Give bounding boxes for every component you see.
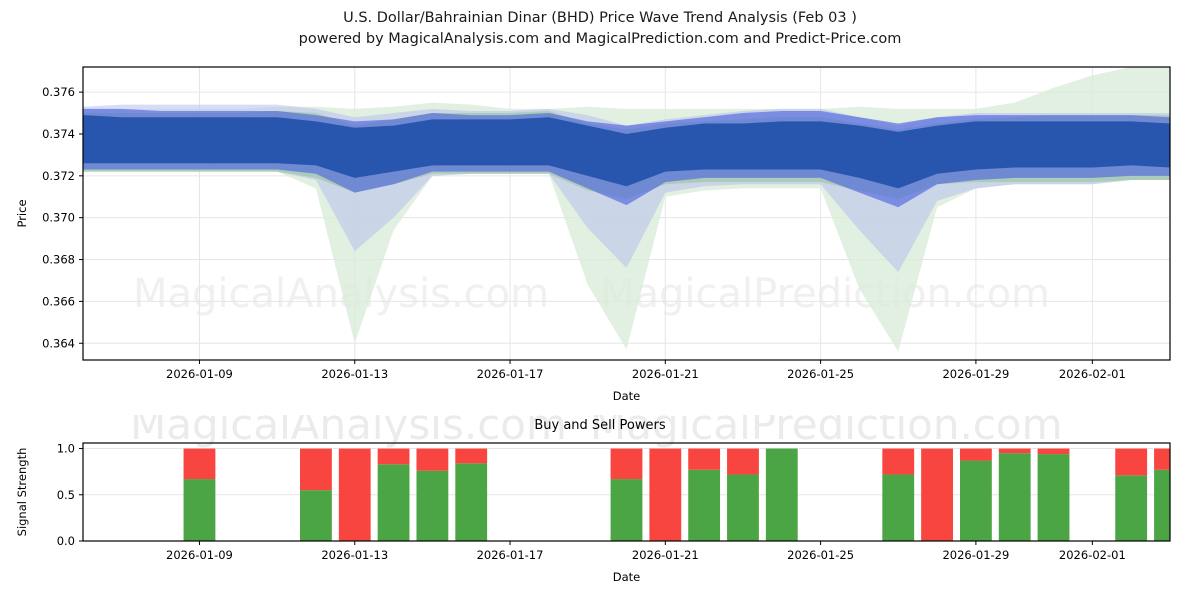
y-axis-title: Signal Strength [15, 448, 29, 537]
x-tick-label: 2026-01-21 [632, 367, 699, 381]
plot-frame [82, 66, 1171, 361]
bar-buy-power[interactable] [765, 448, 798, 541]
bar-sell-power[interactable] [921, 448, 953, 541]
buy-sell-powers-chart: MagicalAnalysis.com MagicalPrediction.com… [15, 415, 1186, 584]
y-tick-label: 0.370 [42, 211, 75, 225]
y-tick-label: 0.368 [42, 253, 75, 267]
bar-sell-power[interactable] [455, 448, 488, 464]
x-tick-label: 2026-01-13 [321, 367, 388, 381]
x-axis-title: Date [613, 570, 641, 584]
x-tick-label: 2026-01-29 [942, 548, 1009, 562]
bar-buy-power[interactable] [1037, 454, 1070, 541]
x-tick-label: 2026-01-17 [477, 548, 544, 562]
bar-buy-power[interactable] [377, 464, 410, 541]
bar-buy-power[interactable] [882, 474, 915, 541]
x-tick-label: 2026-02-01 [1059, 548, 1126, 562]
y-tick-label: 0.0 [57, 534, 75, 548]
bar-sell-power[interactable] [688, 448, 721, 470]
x-tick-label: 2026-01-21 [632, 548, 699, 562]
y-tick-label: 0.366 [42, 294, 75, 308]
y-tick-label: 1.0 [57, 442, 75, 456]
watermark-text: MagicalPrediction.com [600, 271, 1050, 317]
bar-sell-power[interactable] [416, 448, 449, 471]
bar-sell-power[interactable] [959, 448, 992, 461]
x-tick-label: 2026-01-29 [942, 367, 1009, 381]
band-core-dark-blue [83, 115, 1170, 189]
bar-chart-title: Buy and Sell Powers [534, 418, 665, 433]
bar-buy-power[interactable] [688, 469, 721, 541]
plot-frame [82, 442, 1171, 542]
y-tick-label: 0.376 [42, 85, 75, 99]
bar-sell-power[interactable] [338, 448, 371, 541]
x-tick-label: 2026-01-25 [787, 367, 854, 381]
bar-buy-power[interactable] [1154, 469, 1186, 541]
watermark-text: MagicalAnalysis.com [130, 415, 567, 449]
x-tick-label: 2026-01-25 [787, 548, 854, 562]
bar-buy-power[interactable] [610, 479, 643, 541]
title-block: U.S. Dollar/Bahrainian Dinar (BHD) Price… [0, 8, 1200, 50]
x-axis-title: Date [613, 389, 641, 403]
bar-buy-power[interactable] [959, 460, 992, 541]
bar-sell-power[interactable] [300, 448, 332, 491]
page-title: U.S. Dollar/Bahrainian Dinar (BHD) Price… [343, 10, 857, 26]
bar-sell-power[interactable] [1115, 448, 1148, 476]
bar-sell-power[interactable] [882, 448, 915, 475]
bar-buy-power[interactable] [455, 463, 488, 541]
bar-sell-power[interactable] [377, 448, 410, 465]
x-tick-label: 2026-01-13 [321, 548, 388, 562]
bar-buy-power[interactable] [998, 453, 1031, 541]
x-tick-label: 2026-02-01 [1059, 367, 1126, 381]
y-tick-label: 0.372 [42, 169, 75, 183]
bar-sell-power[interactable] [1154, 448, 1186, 470]
wave-bands [83, 67, 1170, 352]
bar-sell-power[interactable] [998, 448, 1031, 454]
y-axis-title: Price [15, 199, 29, 227]
bars-group [183, 448, 1186, 541]
bar-sell-power[interactable] [727, 448, 759, 475]
bar-sell-power[interactable] [649, 448, 682, 541]
bar-sell-power[interactable] [183, 448, 216, 480]
bar-buy-power[interactable] [416, 470, 449, 541]
y-tick-label: 0.374 [42, 127, 75, 141]
bar-sell-power[interactable] [610, 448, 643, 480]
y-tick-label: 0.364 [42, 336, 75, 350]
y-tick-label: 0.5 [57, 488, 75, 502]
bar-sell-power[interactable] [1037, 448, 1070, 455]
bar-buy-power[interactable] [727, 474, 759, 541]
x-tick-label: 2026-01-09 [166, 367, 233, 381]
x-tick-label: 2026-01-09 [166, 548, 233, 562]
x-tick-label: 2026-01-17 [477, 367, 544, 381]
price-wave-chart: MagicalAnalysis.com MagicalPrediction.com… [15, 66, 1171, 403]
bar-buy-power[interactable] [1115, 475, 1148, 541]
bar-buy-power[interactable] [300, 490, 332, 541]
bar-buy-power[interactable] [183, 479, 216, 541]
page-subtitle: powered by MagicalAnalysis.com and Magic… [298, 31, 902, 47]
